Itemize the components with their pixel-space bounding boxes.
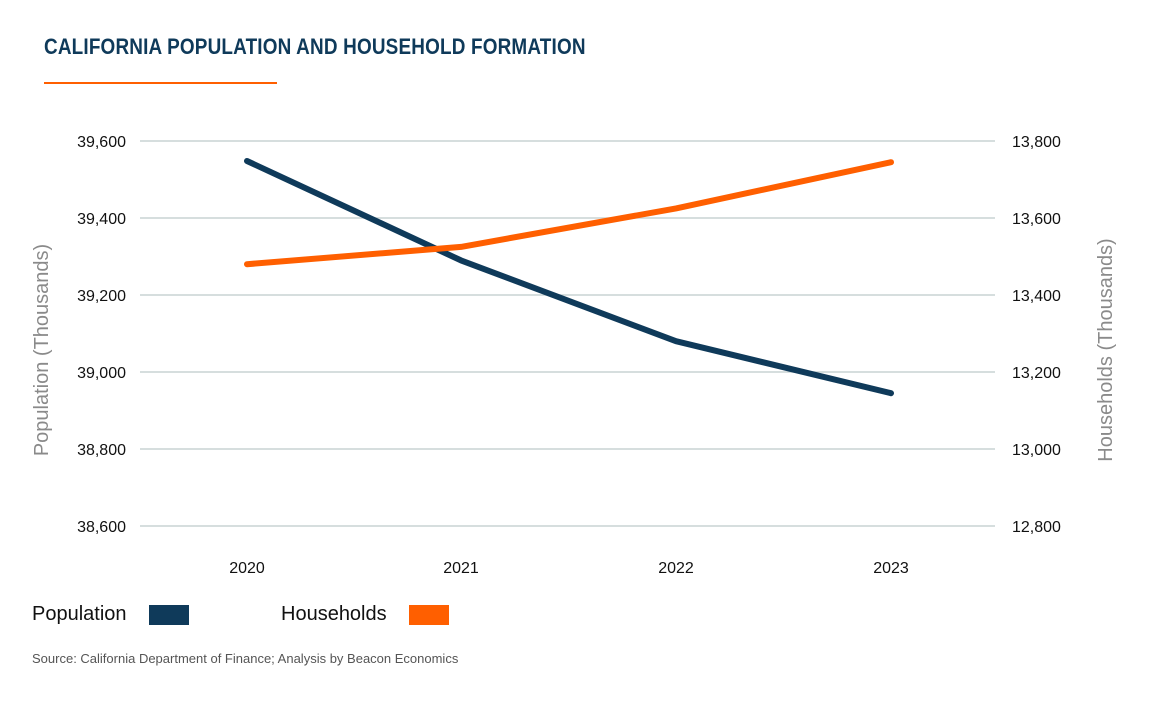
right-axis-title: Households (Thousands) — [1095, 238, 1117, 461]
chart-title: CALIFORNIA POPULATION AND HOUSEHOLD FORM… — [44, 34, 586, 59]
right-tick-label: 13,800 — [1012, 134, 1061, 151]
x-tick-label: 2022 — [658, 560, 694, 577]
series-lines — [244, 158, 894, 397]
series-line-households — [244, 159, 894, 268]
left-tick-label: 39,000 — [77, 365, 126, 382]
legend-label-population: Population — [32, 603, 127, 625]
legend-population: Population — [32, 603, 189, 626]
right-tick-label: 13,000 — [1012, 442, 1061, 459]
right-axis-ticks: 13,800 13,600 13,400 13,200 13,000 12,800 — [1012, 134, 1061, 536]
x-tick-label: 2020 — [229, 560, 265, 577]
x-tick-label: 2023 — [873, 560, 909, 577]
right-tick-label: 13,200 — [1012, 365, 1061, 382]
right-tick-label: 12,800 — [1012, 519, 1061, 536]
right-tick-label: 13,600 — [1012, 211, 1061, 228]
x-axis-ticks: 2020 2021 2022 2023 — [229, 560, 909, 577]
series-line-population — [244, 158, 894, 397]
left-axis-title: Population (Thousands) — [31, 244, 53, 456]
legend-households: Households — [281, 603, 449, 626]
right-tick-label: 13,400 — [1012, 288, 1061, 305]
left-tick-label: 39,200 — [77, 288, 126, 305]
left-tick-label: 39,400 — [77, 211, 126, 228]
x-tick-label: 2021 — [443, 560, 479, 577]
source-note: Source: California Department of Finance… — [32, 651, 459, 666]
legend-swatch-population — [148, 604, 189, 625]
line-chart: 39,600 39,400 39,200 39,000 38,800 38,600 13,… — [31, 134, 1117, 577]
left-tick-label: 38,800 — [77, 442, 126, 459]
left-axis-ticks: 39,600 39,400 39,200 39,000 38,800 38,600 — [77, 134, 126, 536]
legend-label-households: Households — [281, 603, 387, 625]
legend-swatch-households — [408, 604, 449, 625]
left-tick-label: 39,600 — [77, 134, 126, 151]
gridlines — [140, 140, 995, 527]
left-tick-label: 38,600 — [77, 519, 126, 536]
title-underline — [44, 82, 277, 84]
